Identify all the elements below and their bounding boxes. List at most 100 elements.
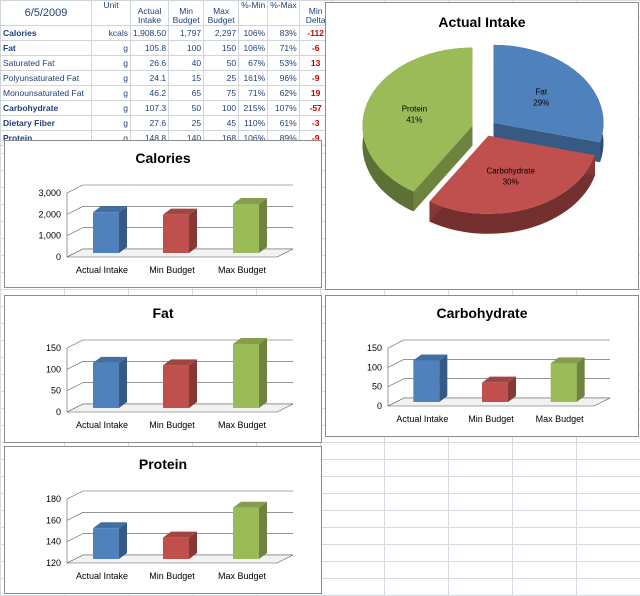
row-min[interactable]: 25: [168, 115, 205, 131]
bar: [93, 528, 119, 559]
table-row: Fat g 105.8 100 150 106% 71% -6: [0, 40, 333, 56]
row-actual[interactable]: 105.8: [129, 40, 170, 56]
header-unit[interactable]: Unit: [91, 0, 131, 26]
bar-side: [189, 359, 197, 408]
bar: [93, 362, 119, 408]
row-pct-max[interactable]: 61%: [267, 115, 300, 131]
row-label[interactable]: Saturated Fat: [0, 55, 92, 71]
row-pct-min[interactable]: 67%: [238, 55, 269, 71]
row-unit[interactable]: g: [91, 100, 131, 116]
row-pct-max[interactable]: 62%: [267, 85, 300, 101]
row-unit[interactable]: g: [91, 115, 131, 131]
row-label[interactable]: Monounsaturated Fat: [0, 85, 92, 101]
y-tick-label: 150: [46, 343, 61, 353]
y-tick-label: 120: [46, 558, 61, 568]
row-min[interactable]: 50: [168, 100, 205, 116]
bar-top: [93, 206, 127, 213]
pie-slice-value: 41%: [406, 116, 422, 125]
row-actual[interactable]: 26.6: [129, 55, 170, 71]
pie-slice: [429, 135, 595, 214]
row-unit[interactable]: g: [91, 70, 131, 86]
pie-slice-value: 30%: [503, 178, 519, 187]
pie-slice-label: Fat: [536, 88, 548, 97]
row-pct-min[interactable]: 106%: [238, 40, 269, 56]
bar: [163, 537, 189, 559]
row-max[interactable]: 50: [203, 55, 240, 71]
table-row: Dietary Fiber g 27.6 25 45 110% 61% -3: [0, 115, 333, 131]
row-pct-min[interactable]: 215%: [238, 100, 269, 116]
row-pct-max[interactable]: 96%: [267, 70, 300, 86]
row-actual[interactable]: 27.6: [129, 115, 170, 131]
bar-side: [508, 376, 516, 402]
row-max[interactable]: 150: [203, 40, 240, 56]
row-label[interactable]: Fat: [0, 40, 92, 56]
bar: [413, 360, 440, 402]
header-max-budget[interactable]: Max Budget: [203, 0, 240, 26]
row-max[interactable]: 25: [203, 70, 240, 86]
row-max[interactable]: 2,297: [203, 25, 240, 41]
x-tick-label: Actual Intake: [76, 265, 128, 275]
row-max[interactable]: 75: [203, 85, 240, 101]
row-actual[interactable]: 1,908.50: [129, 25, 170, 41]
table-row: Polyunsaturated Fat g 24.1 15 25 161% 96…: [0, 70, 333, 86]
gridline: [66, 361, 293, 370]
header-min-budget[interactable]: Min Budget: [168, 0, 205, 26]
bar: [482, 382, 508, 402]
table-row: Saturated Fat g 26.6 40 50 67% 53% 13: [0, 55, 333, 71]
row-max[interactable]: 100: [203, 100, 240, 116]
row-unit[interactable]: g: [91, 55, 131, 71]
bar-chart-fat[interactable]: Fat 0 50 100 150 Actual Intake Min Budget Max B…: [4, 295, 322, 443]
pie-slice: [493, 44, 604, 143]
row-label[interactable]: Polyunsaturated Fat: [0, 70, 92, 86]
row-pct-min[interactable]: 110%: [238, 115, 269, 131]
row-min[interactable]: 15: [168, 70, 205, 86]
row-label[interactable]: Dietary Fiber: [0, 115, 92, 131]
row-min[interactable]: 100: [168, 40, 205, 56]
row-unit[interactable]: g: [91, 85, 131, 101]
row-min[interactable]: 65: [168, 85, 205, 101]
pie-slice-side: [429, 155, 595, 234]
row-pct-min[interactable]: 106%: [238, 25, 269, 41]
pie-chart-actual-intake[interactable]: Actual Intake Fat 29% Carbohydrate 30% Protei…: [325, 2, 639, 290]
row-unit[interactable]: g: [91, 40, 131, 56]
date-cell[interactable]: 6/5/2009: [0, 0, 92, 26]
bar-top: [233, 501, 267, 508]
y-tick-label: 50: [51, 386, 61, 396]
header-actual-intake[interactable]: Actual Intake: [129, 0, 170, 26]
chart-svg: Calories 0 1,000 2,000 3,000 Actual Intake Min…: [38, 150, 294, 275]
y-tick-label: 100: [367, 362, 382, 372]
bar-chart-calories[interactable]: Calories 0 1,000 2,000 3,000 Actual Intake Min…: [4, 140, 322, 288]
row-label[interactable]: Carbohydrate: [0, 100, 92, 116]
row-actual[interactable]: 46.2: [129, 85, 170, 101]
header-pct-max[interactable]: %-Max: [267, 0, 300, 26]
x-tick-label: Max Budget: [536, 414, 585, 424]
pie-slice: [362, 47, 473, 192]
row-actual[interactable]: 107.3: [129, 100, 170, 116]
row-max[interactable]: 45: [203, 115, 240, 131]
header-pct-min[interactable]: %-Min: [238, 0, 269, 26]
bar-chart-carbohydrate[interactable]: Carbohydrate 0 50 100 150 Actual Intake Min Bu…: [325, 295, 639, 437]
row-pct-max[interactable]: 107%: [267, 100, 300, 116]
bar-side: [259, 197, 267, 253]
row-unit[interactable]: kcals: [91, 25, 131, 41]
nutrition-table: 6/5/2009 Unit Actual Intake Min Budget M…: [0, 0, 333, 146]
chart-title: Protein: [139, 456, 187, 472]
row-label[interactable]: Calories: [0, 25, 92, 41]
y-tick-label: 0: [56, 407, 61, 417]
row-pct-min[interactable]: 161%: [238, 70, 269, 86]
row-min[interactable]: 1,797: [168, 25, 205, 41]
bar-top: [550, 357, 585, 364]
bar-chart-protein[interactable]: Protein 120 140 160 180 Actual Intake Min Budg…: [4, 446, 322, 594]
row-pct-max[interactable]: 71%: [267, 40, 300, 56]
bar-top: [163, 531, 197, 538]
gridline: [66, 339, 293, 349]
y-tick-label: 3,000: [38, 188, 61, 198]
row-pct-min[interactable]: 71%: [238, 85, 269, 101]
x-tick-label: Min Budget: [149, 420, 195, 430]
row-pct-max[interactable]: 83%: [267, 25, 300, 41]
bar: [233, 203, 259, 253]
row-actual[interactable]: 24.1: [129, 70, 170, 86]
row-min[interactable]: 40: [168, 55, 205, 71]
y-tick-label: 100: [46, 364, 61, 374]
row-pct-max[interactable]: 53%: [267, 55, 300, 71]
